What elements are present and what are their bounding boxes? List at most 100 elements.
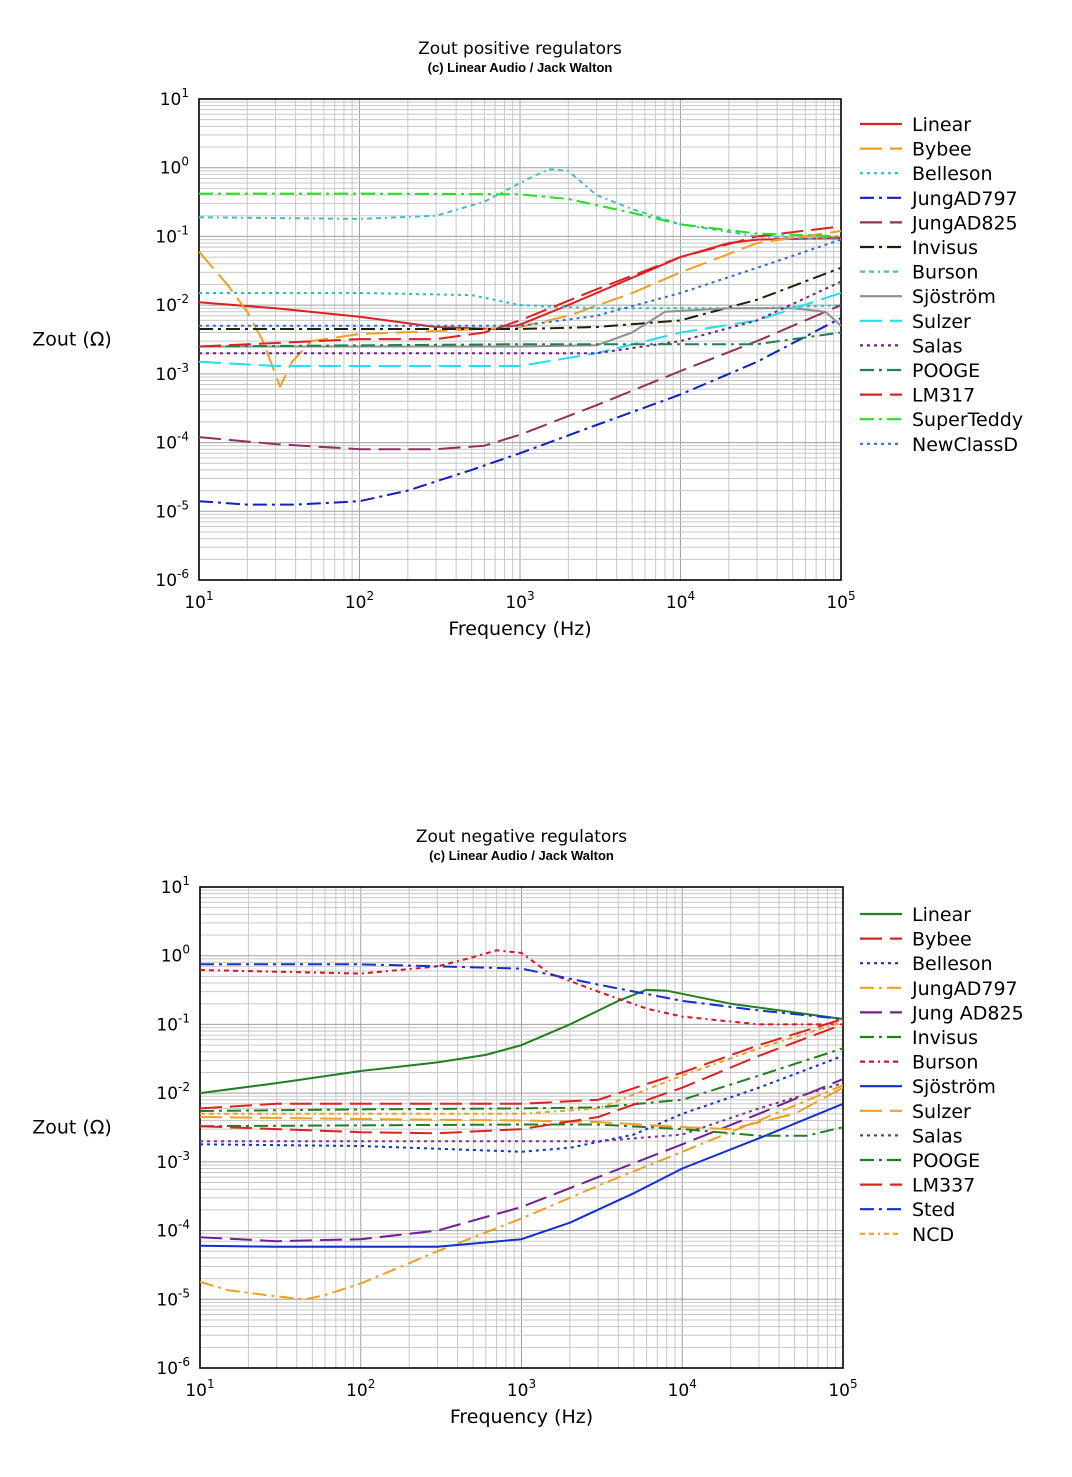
legend-label: Linear [912, 114, 971, 136]
y-tick-label: 10-1 [155, 223, 189, 247]
series-line-jungad825 [199, 304, 841, 451]
legend-label: Bybee [912, 139, 972, 161]
chart-title: Zout negative regulators [416, 827, 627, 847]
y-tick-label: 10-3 [156, 1149, 190, 1173]
legend-label: SuperTeddy [912, 409, 1023, 431]
y-tick-base: 10 [155, 365, 177, 385]
grid [200, 887, 843, 1368]
x-tick-exponent: 4 [689, 1377, 697, 1391]
series-line-superteddy [199, 192, 841, 238]
x-tick-base: 10 [666, 593, 688, 613]
x-tick-label: 101 [184, 589, 213, 613]
y-tick-label: 10-1 [156, 1011, 190, 1035]
x-tick-base: 10 [185, 1381, 207, 1401]
chart-negative-regulators: Zout negative regulators (c) Linear Audio… [0, 790, 1072, 1477]
series-line-salas [199, 280, 841, 355]
y-tick-base: 10 [156, 1359, 178, 1379]
y-tick-base: 10 [160, 159, 182, 179]
series-line-sted [200, 963, 843, 1020]
legend-label: Burson [912, 1052, 978, 1074]
legend-label: Belleson [912, 953, 993, 975]
x-tick-label: 104 [666, 589, 695, 613]
x-tick-base: 10 [668, 1381, 690, 1401]
x-tick-exponent: 1 [207, 1377, 215, 1391]
y-tick-base: 10 [155, 227, 177, 247]
y-tick-exponent: -4 [178, 1218, 190, 1232]
plot-frame [199, 886, 844, 1369]
x-tick-base: 10 [184, 593, 206, 613]
legend-label: Belleson [912, 163, 993, 185]
x-tick-exponent: 3 [529, 1377, 537, 1391]
series-line-sj-str-m [200, 1102, 843, 1248]
x-tick-label: 105 [828, 1377, 857, 1401]
series-line-newclassd [199, 238, 841, 327]
y-tick-label: 10-6 [155, 567, 189, 591]
x-axis-title: Frequency (Hz) [450, 1406, 593, 1428]
y-tick-base: 10 [155, 502, 177, 522]
y-tick-exponent: -3 [177, 361, 189, 375]
series-line-pooge [199, 331, 841, 348]
series-group [199, 168, 841, 506]
series-line-pooge [200, 1123, 843, 1137]
series-line-burson [199, 168, 841, 241]
y-tick-exponent: -3 [178, 1149, 190, 1163]
series-line-jungad797 [200, 1084, 843, 1301]
x-tick-label: 102 [345, 589, 374, 613]
y-tick-exponent: -2 [178, 1080, 190, 1094]
series-line-belleson [200, 1054, 843, 1153]
y-tick-label: 10-2 [155, 292, 189, 316]
x-tick-label: 104 [668, 1377, 697, 1401]
legend-label: LM337 [912, 1175, 975, 1197]
y-tick-exponent: 0 [181, 155, 189, 169]
y-axis-title: Zout (Ω) [32, 329, 112, 351]
legend-label: Sted [912, 1199, 955, 1221]
y-tick-exponent: -6 [177, 567, 189, 581]
x-tick-base: 10 [346, 1381, 368, 1401]
y-tick-exponent: -5 [177, 498, 189, 512]
series-line-sj-str-m [199, 307, 841, 348]
grid [199, 99, 841, 580]
legend-label: NewClassD [912, 434, 1018, 456]
series-line-jung-ad825 [200, 1078, 843, 1243]
y-tick-label: 101 [161, 874, 190, 898]
chart-title: Zout positive regulators [418, 39, 622, 59]
chart-positive-svg: Zout positive regulators(c) Linear Audio… [32, 39, 1023, 640]
chart-positive-regulators: Zout positive regulators (c) Linear Audio… [0, 0, 1072, 700]
y-tick-label: 10-5 [156, 1286, 190, 1310]
y-tick-label: 10-6 [156, 1355, 190, 1379]
chart-subtitle: (c) Linear Audio / Jack Walton [429, 848, 614, 863]
y-tick-exponent: 1 [181, 86, 189, 100]
x-tick-exponent: 2 [367, 589, 375, 603]
y-tick-exponent: -4 [177, 430, 189, 444]
legend-label: Jung AD825 [911, 1002, 1024, 1024]
legend-label: POOGE [912, 1150, 980, 1172]
y-tick-label: 10-4 [156, 1218, 190, 1242]
x-tick-base: 10 [345, 593, 367, 613]
series-line-lm317 [199, 225, 841, 348]
plot-frame [198, 98, 842, 581]
y-tick-exponent: 0 [182, 943, 190, 957]
y-tick-exponent: -2 [177, 292, 189, 306]
y-tick-base: 10 [156, 1290, 178, 1310]
chart-negative-svg: Zout negative regulators(c) Linear Audio… [32, 827, 1024, 1428]
x-tick-exponent: 5 [850, 1377, 858, 1391]
x-tick-exponent: 1 [206, 589, 214, 603]
series-line-bybee [199, 230, 841, 388]
series-line-ncd [200, 1020, 843, 1115]
y-tick-base: 10 [160, 90, 182, 110]
x-tick-exponent: 4 [688, 589, 696, 603]
y-tick-label: 101 [160, 86, 189, 110]
chart-subtitle: (c) Linear Audio / Jack Walton [428, 60, 613, 75]
series-line-sulzer [199, 292, 841, 367]
legend-label: NCD [912, 1224, 954, 1246]
legend-label: Salas [912, 1125, 963, 1147]
x-tick-label: 103 [505, 589, 534, 613]
legend-label: POOGE [912, 360, 980, 382]
series-line-salas [200, 1082, 843, 1143]
x-tick-base: 10 [505, 593, 527, 613]
series-line-sulzer [200, 1086, 843, 1131]
x-axis-title: Frequency (Hz) [448, 618, 591, 640]
legend-label: JungAD825 [911, 212, 1018, 234]
